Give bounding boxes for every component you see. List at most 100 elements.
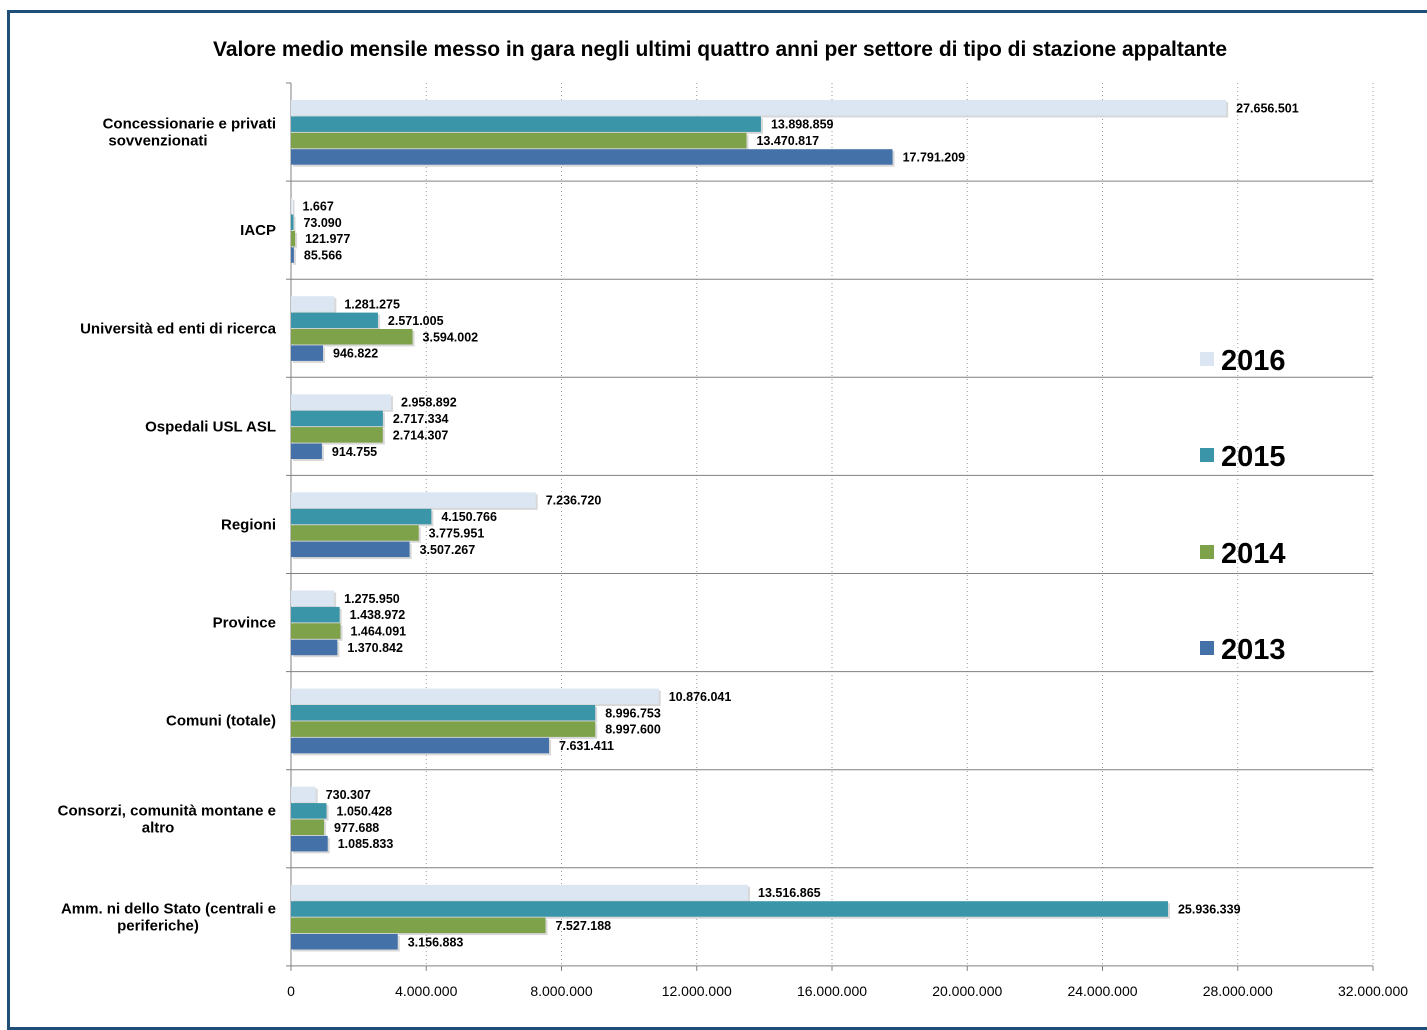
x-tick-label: 24.000.000 [1067,983,1137,999]
bar-2015 [291,508,432,525]
data-label: 13.470.817 [756,134,819,148]
category-label: Concessionarie e privati [103,116,276,133]
legend-swatch-2013 [1200,641,1214,655]
bar-2013 [291,835,328,852]
category-label: IACP [240,222,276,239]
data-label: 3.156.883 [408,935,464,949]
data-label: 1.464.091 [351,625,407,639]
data-label: 1.281.275 [344,297,400,311]
data-label: 3.507.267 [420,543,476,557]
data-label: 1.085.833 [338,837,394,851]
bar-2013 [291,247,294,263]
bar-2015 [291,705,596,721]
x-tick-label: 0 [287,983,295,999]
category-label: altro [142,819,175,836]
legend-swatch-2015 [1200,448,1214,462]
bar-2016 [291,786,316,803]
bar-chart: 0 4.000.000 8.000.000 12.000.000 16.000.000 2… [58,82,1408,999]
bar-2015 [291,214,294,230]
bar-2016 [291,394,392,410]
legend-label-2013: 2013 [1221,634,1286,666]
category-label: sovvenzionati [108,133,207,150]
data-label: 1.667 [303,199,334,213]
data-label: 4.150.766 [441,510,497,524]
data-label: 1.275.950 [344,592,400,606]
bar-2015 [291,606,340,623]
data-label: 10.876.041 [669,690,732,704]
category-label: Ospedali USL ASL [145,418,276,435]
bar-2015 [291,901,1168,917]
data-label: 3.594.002 [423,330,479,344]
legend-label-2015: 2015 [1221,441,1286,473]
data-label: 2.717.334 [393,412,449,426]
x-tick-label: 8.000.000 [530,983,592,999]
bar-2013 [291,737,550,754]
bar-2014 [291,132,747,149]
data-label: 914.755 [332,445,377,459]
bar-2014 [291,623,341,639]
legend-swatch-2014 [1200,545,1214,559]
data-label: 1.438.972 [350,608,406,622]
x-tick-label: 16.000.000 [797,983,867,999]
data-label: 1.050.428 [337,804,393,818]
bar-2013 [291,934,398,950]
data-label: 3.775.951 [429,526,485,540]
bar-2014 [291,329,413,345]
category-label: Amm. ni dello Stato (centrali e [61,900,276,917]
category-label: periferiche) [117,917,199,934]
data-label: 2.714.307 [393,428,449,442]
data-label: 2.958.892 [401,396,457,410]
bar-2016 [291,884,749,901]
bar-2014 [291,721,596,737]
bar-shadow [293,200,295,216]
x-tick-label: 20.000.000 [932,983,1002,999]
legend-label-2014: 2014 [1221,538,1286,570]
data-label: 8.996.753 [605,706,661,720]
x-tick-label: 28.000.000 [1203,983,1273,999]
bar-2015 [291,312,378,329]
data-label: 25.936.339 [1178,902,1241,916]
data-label: 17.791.209 [903,150,966,164]
data-label: 73.090 [303,216,341,230]
category-label: Province [213,615,276,632]
bar-2013 [291,149,893,165]
data-label: 85.566 [304,249,342,263]
category-label: Regioni [221,516,276,533]
data-label: 121.977 [305,232,350,246]
chart-title: Valore medio mensile messo in gara negli… [212,38,1228,61]
bar-2015 [291,410,383,427]
bar-2016 [291,590,335,606]
bar-2016 [291,296,335,312]
bar-2014 [291,917,546,934]
bar-shadow [293,249,296,265]
category-label: Consorzi, comunità montane e [58,802,276,819]
bar-2014 [291,427,383,443]
bar-2016 [291,492,536,508]
data-label: 7.631.411 [559,739,614,753]
legend-label-2016: 2016 [1221,345,1286,377]
legend-swatch-2016 [1200,352,1214,366]
data-label: 8.997.600 [605,723,661,737]
bar-2016 [291,100,1227,116]
category-label: Università ed enti di ricerca [80,320,277,337]
x-tick-label: 4.000.000 [395,983,457,999]
data-label: 7.236.720 [546,494,602,508]
bar-2013 [291,541,410,558]
bar-2013 [291,639,338,656]
data-label: 27.656.501 [1236,101,1299,115]
bar-2015 [291,803,327,819]
bar-2013 [291,345,324,361]
bar-2014 [291,819,325,835]
data-label: 1.370.842 [347,641,403,655]
data-label: 13.516.865 [758,886,821,900]
x-tick-label: 12.000.000 [662,983,732,999]
bar-2016 [291,688,659,705]
data-label: 13.898.859 [771,118,834,132]
bar-2015 [291,116,761,132]
bar-2013 [291,443,322,459]
bar-shadow [293,216,296,232]
bar-2014 [291,525,419,541]
category-label: Comuni (totale) [166,713,276,730]
data-label: 730.307 [326,788,371,802]
bar-2014 [291,230,296,247]
